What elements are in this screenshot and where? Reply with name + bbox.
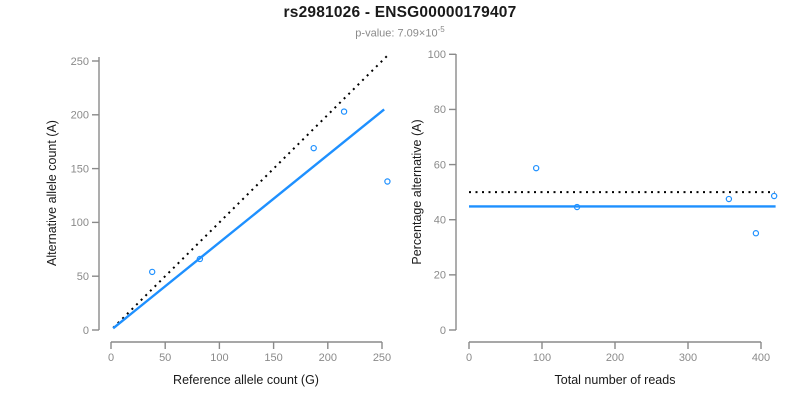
y-tick-label: 60 (434, 159, 446, 171)
data-point (752, 230, 760, 237)
y-tick-label: 250 (71, 56, 89, 68)
x-tick-label: 0 (466, 352, 472, 364)
panel-percentage-alternative: 0 100 200 300 400 0 20 40 60 80 100 Total number of… (410, 49, 778, 387)
x-tick-label: 250 (373, 352, 391, 364)
data-point (384, 178, 391, 185)
data-point (196, 255, 204, 263)
x-tick-label: 400 (752, 352, 770, 364)
x-tick-label: 300 (679, 352, 697, 364)
data-point (340, 108, 348, 115)
data-point (310, 144, 317, 152)
pvalue-subtitle: p-value: 7.09×10-5 (0, 25, 800, 40)
identity-line (112, 53, 390, 329)
x-tick-label: 150 (264, 352, 282, 364)
y-axis-title: Alternative allele count (A) (45, 120, 59, 266)
y-tick-label: 100 (428, 49, 446, 61)
y-tick-label: 50 (77, 271, 89, 283)
y-axis-title: Percentage alternative (A) (410, 119, 424, 264)
data-point (532, 164, 540, 172)
y-tick-label: 0 (83, 325, 89, 337)
y-tick-label: 20 (434, 270, 446, 282)
data-point (148, 268, 156, 276)
y-tick-label: 100 (71, 217, 89, 229)
pvalue-exponent: -5 (437, 25, 445, 34)
x-tick-label: 100 (533, 352, 551, 364)
page-title: rs2981026 - ENSG00000179407 (283, 4, 517, 21)
data-point (770, 192, 778, 200)
x-axis-title: Reference allele count (G) (173, 373, 319, 387)
x-tick-label: 0 (108, 352, 114, 364)
x-tick-label: 200 (319, 352, 337, 364)
data-point (573, 203, 581, 211)
y-tick-label: 40 (434, 215, 446, 227)
x-tick-label: 50 (159, 352, 171, 364)
x-tick-label: 200 (606, 352, 624, 364)
data-point (725, 195, 733, 203)
x-axis-title: Total number of reads (555, 373, 676, 387)
y-tick-label: 200 (71, 110, 89, 122)
y-tick-label: 80 (434, 104, 446, 116)
x-tick-label: 100 (210, 352, 228, 364)
y-tick-label: 150 (71, 163, 89, 175)
y-tick-label: 0 (440, 325, 446, 337)
pvalue-text: p-value: 7.09×10 (355, 27, 438, 40)
regression-line (112, 108, 385, 330)
panel-allele-counts: 0 50 100 150 200 250 0 50 100 150 200 250 Reference … (45, 53, 391, 387)
